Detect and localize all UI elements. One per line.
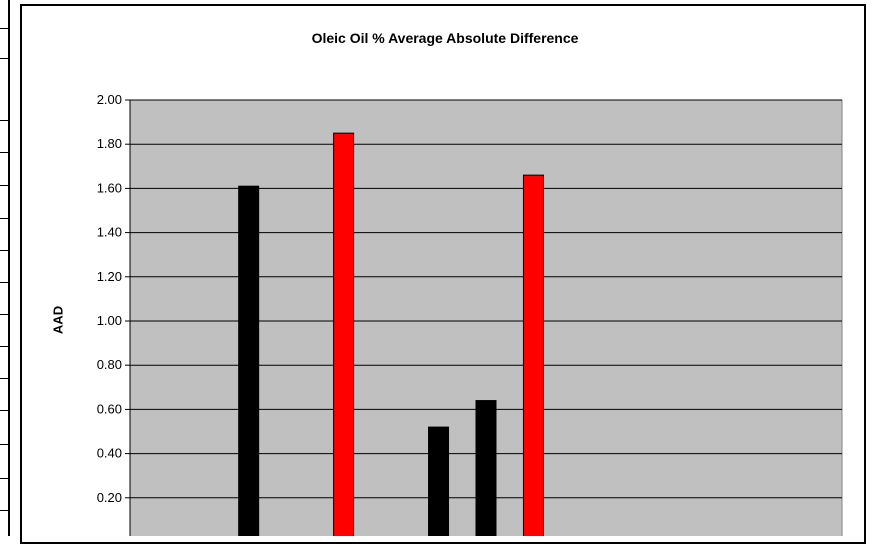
sheet-row-divider	[0, 510, 8, 511]
sheet-row-divider	[0, 185, 8, 186]
bar[interactable]	[238, 185, 260, 536]
y-tick-label: 1.00	[97, 313, 122, 328]
sheet-row-divider	[0, 28, 8, 29]
sheet-row-divider	[0, 58, 8, 59]
bar[interactable]	[428, 426, 450, 536]
sheet-row-divider	[0, 120, 8, 121]
sheet-row-divider	[0, 378, 8, 379]
y-tick-label: 1.80	[97, 136, 122, 151]
sheet-row-divider	[0, 410, 8, 411]
sheet-row-divider	[0, 218, 8, 219]
chart-title: Oleic Oil % Average Absolute Difference	[311, 30, 579, 46]
y-tick-label: 0.60	[97, 401, 122, 416]
sheet-row-divider	[0, 152, 8, 153]
sheet-row-divider	[0, 346, 8, 347]
sheet-row-divider	[0, 250, 8, 251]
y-tick-label: 1.20	[97, 269, 122, 284]
spreadsheet-edge	[0, 0, 10, 536]
bar[interactable]	[522, 174, 544, 536]
y-tick-label: 2.00	[97, 92, 122, 107]
sheet-row-divider	[0, 314, 8, 315]
y-tick-label: 1.40	[97, 225, 122, 240]
sheet-row-divider	[0, 444, 8, 445]
bar[interactable]	[475, 400, 497, 536]
sheet-row-divider	[0, 282, 8, 283]
y-tick-label: 0.80	[97, 357, 122, 372]
y-tick-label: 0.40	[97, 446, 122, 461]
y-tick-label: 0.20	[97, 490, 122, 505]
sheet-row-divider	[0, 478, 8, 479]
bar[interactable]	[333, 132, 355, 536]
y-tick-label: 1.60	[97, 180, 122, 195]
